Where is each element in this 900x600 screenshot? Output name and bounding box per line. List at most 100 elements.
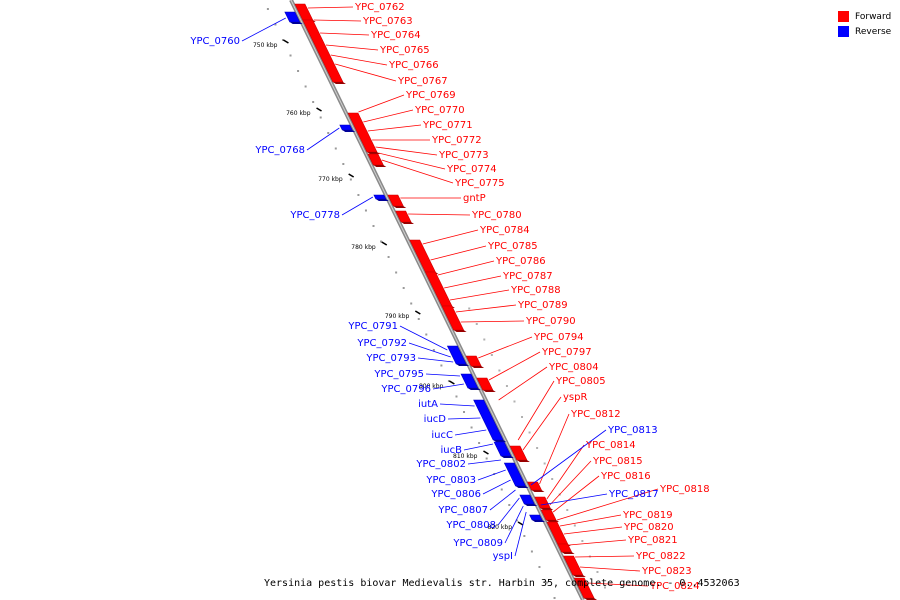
- gene-label: YPC_0805: [555, 376, 606, 387]
- track-dot: [349, 178, 352, 181]
- gene-shadow: [401, 222, 415, 224]
- gene-shadow: [471, 366, 485, 368]
- gene-shadow: [540, 508, 554, 510]
- label-leader: [422, 229, 479, 245]
- label-leader: [539, 413, 570, 485]
- gene-label: yspI: [493, 551, 513, 562]
- gene-label: YPC_0796: [380, 384, 431, 395]
- track-dot: [475, 323, 478, 325]
- gene-label: YPC_0808: [445, 520, 496, 531]
- track-dot: [440, 364, 443, 367]
- label-leader: [367, 124, 422, 132]
- track-dot: [498, 369, 501, 372]
- tick-label: 780 kbp: [351, 244, 376, 251]
- track-dot: [553, 597, 556, 599]
- gene-label: YPC_0793: [365, 353, 416, 364]
- gene-shadow: [453, 330, 467, 332]
- gene-label: YPC_0822: [635, 551, 686, 562]
- reverse-gene: [373, 194, 387, 200]
- label-leader: [444, 275, 502, 289]
- track-dot: [455, 395, 458, 398]
- gene-shadow: [532, 520, 546, 522]
- track-dot: [334, 147, 337, 150]
- kbp-ticks: 750 kbp 760 kbp 770 kbp 780 kbp 790 kbp 800 k…: [253, 39, 524, 531]
- gene-label: YPC_0815: [592, 456, 643, 467]
- track-dot: [551, 478, 554, 480]
- label-leader: [559, 514, 622, 527]
- tick-label: 790 kbp: [385, 313, 410, 320]
- gene-label: YPC_0790: [525, 316, 576, 327]
- label-leader: [306, 127, 340, 151]
- track-dot: [508, 504, 511, 506]
- track-dot: [387, 256, 390, 258]
- genome-caption: Yersinia pestis biovar Medievalis str. H…: [264, 578, 740, 589]
- track-dot: [357, 194, 360, 196]
- label-leader: [320, 32, 370, 36]
- gene-label: YPC_0792: [356, 338, 407, 349]
- track-dot: [523, 535, 526, 537]
- gene-label: YPC_0817: [608, 489, 659, 500]
- gene-shadow: [375, 199, 389, 201]
- label-leader: [482, 479, 511, 495]
- label-leader: [498, 366, 548, 401]
- gene-label: YPC_0804: [548, 362, 599, 373]
- tick-label: 820 kbp: [488, 524, 513, 531]
- track-dot: [485, 457, 488, 460]
- gene-label: YPC_0771: [422, 120, 473, 131]
- track-dot: [425, 333, 428, 336]
- gene-label: YPC_0813: [607, 425, 658, 436]
- gene-shadow: [546, 520, 560, 522]
- tick-label: 800 kbp: [419, 383, 444, 390]
- track-dot: [274, 23, 277, 26]
- gene-label: YPC_0785: [487, 241, 538, 252]
- gene-label: yspR: [563, 392, 587, 403]
- label-leader: [463, 443, 494, 451]
- gene-label: YPC_0812: [570, 409, 621, 420]
- label-leader: [546, 444, 585, 500]
- tick-label: 770 kbp: [318, 176, 343, 183]
- gene-label: YPC_0807: [437, 505, 488, 516]
- track-dot: [417, 318, 420, 320]
- gene-label: YPC_0765: [379, 45, 430, 56]
- gene-label: YPC_0773: [438, 150, 489, 161]
- gene-label: gntP: [463, 193, 486, 204]
- reverse-gene: [339, 124, 353, 131]
- gene-label: YPC_0820: [623, 522, 674, 533]
- gene-label: YPC_0768: [254, 145, 305, 156]
- gene-label: YPC_0786: [495, 256, 546, 267]
- gene-label: YPC_0824: [649, 581, 700, 592]
- label-leader: [358, 94, 405, 113]
- label-leader: [378, 152, 446, 170]
- track-dot: [530, 550, 533, 553]
- label-leader: [449, 289, 510, 301]
- gene-label: YPC_0795: [373, 369, 424, 380]
- label-leader: [437, 260, 495, 276]
- gene-label: YPC_0816: [600, 471, 651, 482]
- gene-label: YPC_0814: [585, 440, 636, 451]
- track-dot: [281, 39, 284, 41]
- gene-label: YPC_0772: [431, 135, 482, 146]
- gene-label: iucB: [441, 445, 463, 456]
- legend: Forward Reverse: [838, 9, 891, 39]
- gene-label: YPC_0762: [354, 2, 405, 13]
- legend-forward: Forward: [838, 9, 891, 24]
- label-leader: [313, 19, 362, 22]
- gene-shadow: [493, 440, 507, 442]
- label-leader: [425, 373, 461, 377]
- track-dot: [521, 416, 524, 418]
- label-leader: [575, 555, 635, 558]
- label-leader: [363, 109, 414, 123]
- reverse-swatch: [838, 26, 849, 37]
- gene-features: [284, 3, 598, 600]
- forward-gene: [302, 19, 344, 83]
- label-leader: [399, 325, 448, 351]
- label-leader: [478, 336, 533, 359]
- gene-label: YPC_0769: [405, 90, 456, 101]
- label-leader: [460, 320, 525, 323]
- gene-label: YPC_0797: [541, 347, 592, 358]
- track-dot: [543, 462, 546, 465]
- track-dot: [402, 287, 405, 289]
- track-dot: [372, 225, 375, 227]
- track-dot: [319, 116, 322, 119]
